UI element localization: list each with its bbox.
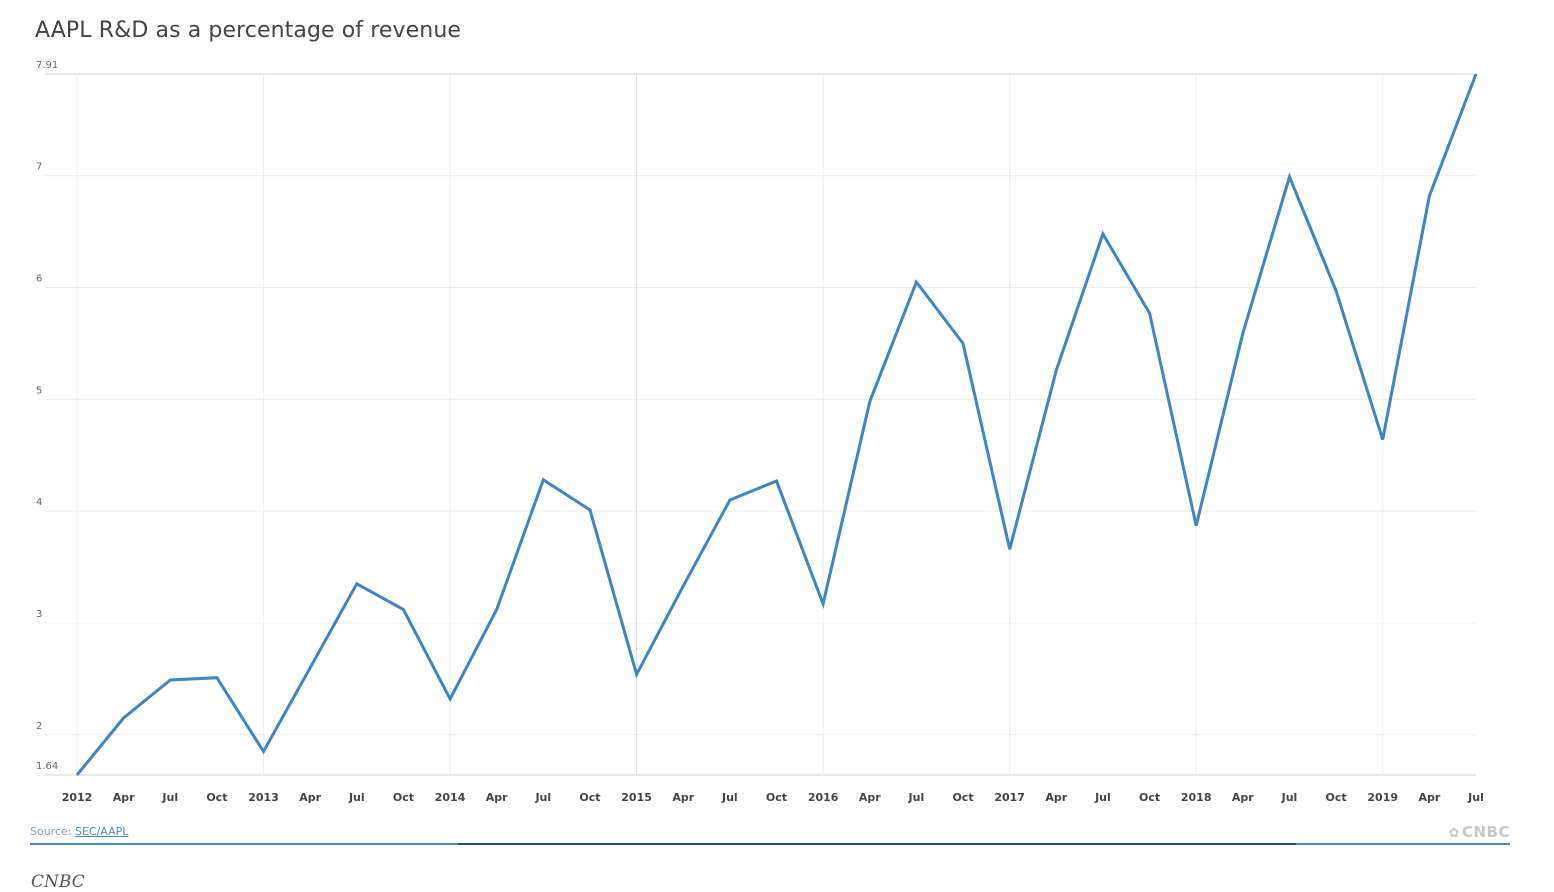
data-point xyxy=(1380,437,1386,443)
x-tick-label: Apr xyxy=(1232,791,1254,804)
source-prefix: Source: xyxy=(30,825,75,838)
data-point xyxy=(400,607,406,613)
series xyxy=(74,71,1479,778)
x-tick-label: 2016 xyxy=(808,791,839,804)
y-axis: 1.64 2 3 4 5 6 7 7.91 xyxy=(36,60,58,772)
data-point xyxy=(1473,71,1479,77)
chart-title: AAPL R&D as a percentage of revenue xyxy=(35,18,462,43)
grid xyxy=(45,73,1476,776)
data-point xyxy=(1147,310,1153,316)
series-line xyxy=(75,73,1478,776)
data-point xyxy=(74,772,80,778)
x-tick-label: Oct xyxy=(393,791,414,804)
data-point xyxy=(913,279,919,285)
data-point xyxy=(540,477,546,483)
x-tick-label: Apr xyxy=(1418,791,1440,804)
x-tick-label: 2014 xyxy=(435,791,466,804)
x-tick-label: 2012 xyxy=(62,791,93,804)
x-tick-label: Jul xyxy=(1281,791,1298,804)
x-tick-label: 2017 xyxy=(994,791,1025,804)
x-tick-label: Oct xyxy=(206,791,227,804)
data-point xyxy=(214,675,220,681)
data-point xyxy=(1426,193,1432,199)
x-tick-label: Oct xyxy=(1326,791,1347,804)
data-point xyxy=(167,677,173,683)
x-tick-label: Apr xyxy=(299,791,321,804)
x-axis: 2012 Apr Jul Oct 2013 Apr Jul Oct 2014 Apr Jul Oct 2… xyxy=(62,791,1484,804)
x-tick-label: Jul xyxy=(161,791,178,804)
source-link[interactable]: SEC/AAPL xyxy=(74,825,129,838)
source-row: Source: SEC/AAPL ✿ CNBC xyxy=(30,823,1510,845)
data-point xyxy=(727,497,733,503)
scroll-bar xyxy=(458,843,1296,845)
x-tick-label: Apr xyxy=(1045,791,1067,804)
y-tick-label: 7 xyxy=(36,162,42,173)
y-tick-label: 6 xyxy=(36,274,42,285)
data-point xyxy=(447,696,453,702)
x-tick-label: 2018 xyxy=(1181,791,1212,804)
x-tick-label: Apr xyxy=(859,791,881,804)
data-point xyxy=(121,715,127,721)
x-tick-label: Oct xyxy=(579,791,600,804)
data-point xyxy=(634,671,640,677)
cnbc-logo: ✿ CNBC xyxy=(1449,823,1510,841)
x-tick-label: 2019 xyxy=(1367,791,1398,804)
data-point xyxy=(1240,330,1246,336)
x-tick-label: Apr xyxy=(672,791,694,804)
data-point xyxy=(867,399,873,405)
data-point xyxy=(1333,288,1339,294)
data-point xyxy=(774,478,780,484)
x-tick-label: Oct xyxy=(952,791,973,804)
x-tick-label: 2013 xyxy=(248,791,279,804)
x-tick-label: Jul xyxy=(1467,791,1484,804)
data-point xyxy=(261,749,267,755)
caption: CNBC xyxy=(31,872,85,892)
x-tick-label: Jul xyxy=(721,791,738,804)
data-point xyxy=(820,601,826,607)
data-point xyxy=(1053,367,1059,373)
x-tick-label: Jul xyxy=(908,791,925,804)
x-tick-label: Oct xyxy=(766,791,787,804)
x-tick-label: Oct xyxy=(1139,791,1160,804)
x-tick-label: 2015 xyxy=(621,791,652,804)
data-point xyxy=(960,340,966,346)
line-chart: 1.64 2 3 4 5 6 7 7.91 2012 Apr Jul Oct 2013 Apr Jul Oc… xyxy=(36,60,1484,804)
y-tick-label: 5 xyxy=(36,385,42,396)
data-point xyxy=(1193,523,1199,529)
x-tick-label: Jul xyxy=(1094,791,1111,804)
y-tick-label: 3 xyxy=(36,609,42,620)
data-point xyxy=(307,665,313,671)
source-label: Source: SEC/AAPL xyxy=(30,825,128,838)
y-tick-label: 4 xyxy=(36,497,42,508)
data-point xyxy=(587,507,593,513)
data-point xyxy=(1286,174,1292,180)
y-tick-label: 2 xyxy=(36,721,42,732)
data-point xyxy=(494,607,500,613)
y-tick-label: 7.91 xyxy=(36,60,58,71)
peacock-icon: ✿ xyxy=(1448,826,1460,841)
x-tick-label: Jul xyxy=(348,791,365,804)
x-tick-label: Jul xyxy=(534,791,551,804)
data-point xyxy=(1007,546,1013,552)
x-tick-label: Apr xyxy=(486,791,508,804)
data-point xyxy=(1100,231,1106,237)
brand-text: CNBC xyxy=(1461,823,1510,841)
y-tick-label: 1.64 xyxy=(36,761,58,772)
data-point xyxy=(680,583,686,589)
data-point xyxy=(354,581,360,587)
x-tick-label: Apr xyxy=(113,791,135,804)
